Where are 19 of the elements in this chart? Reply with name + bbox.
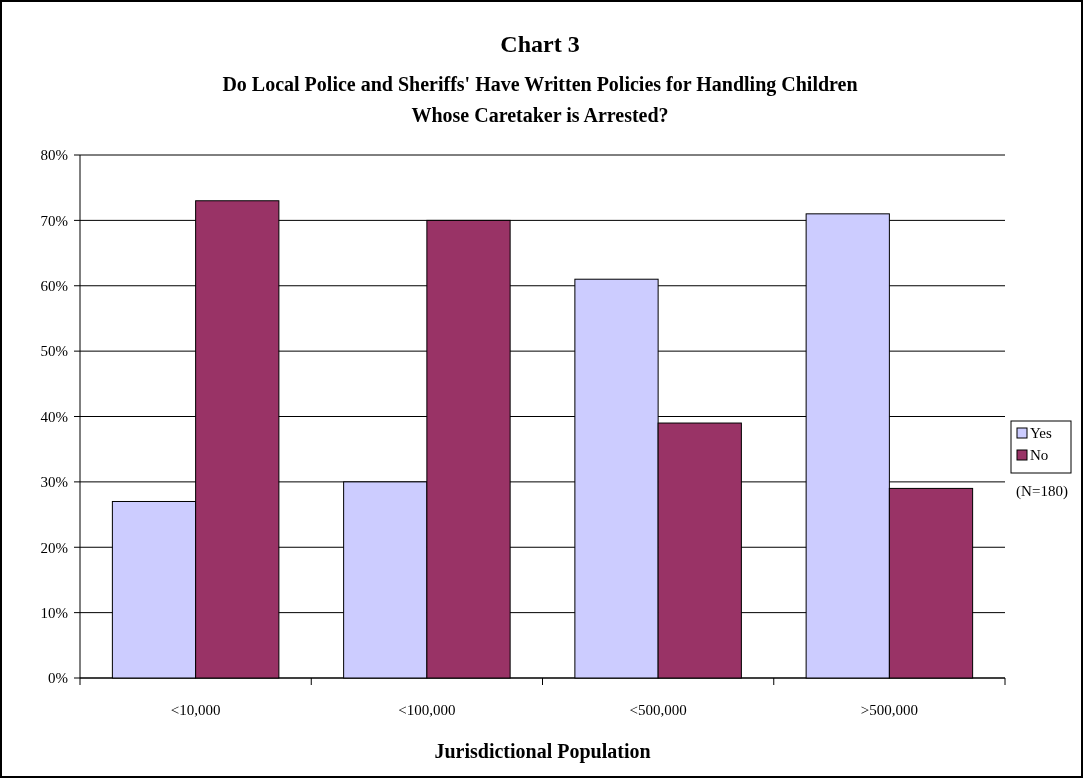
chart-subtitle: Do Local Police and Sheriffs' Have Written Policies for Handling Children Whose Caretaker is Arrested? <box>222 73 858 126</box>
y-tick-label: 40% <box>40 408 68 425</box>
x-tick-label: <10,000 <box>170 702 221 718</box>
y-tick-label: 70% <box>40 212 68 229</box>
x-tick-label: <500,000 <box>629 702 687 718</box>
y-tick-label: 0% <box>48 670 68 687</box>
y-tick-label: 30% <box>40 474 68 491</box>
x-tick-label: >500,000 <box>860 702 918 718</box>
legend-label: No <box>1030 447 1049 463</box>
x-tick-label: <100,000 <box>398 702 456 718</box>
legend-label: Yes <box>1030 425 1052 441</box>
chart-title: Chart 3 <box>500 31 580 57</box>
text: (N=180) <box>1016 483 1068 500</box>
x-axis-title: Jurisdictional Population <box>434 740 651 763</box>
y-tick-label: 80% <box>40 147 68 164</box>
y-tick-label: 60% <box>40 278 68 294</box>
y-tick-label: 20% <box>40 539 68 556</box>
y-tick-label: 50% <box>40 343 68 360</box>
y-tick-label: 10% <box>40 604 68 621</box>
